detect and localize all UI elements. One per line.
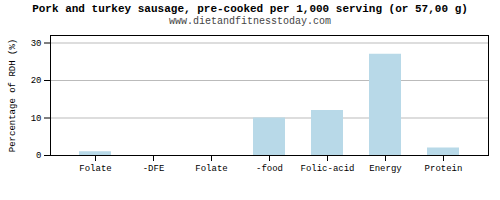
svg-text:Folic-acid: Folic-acid xyxy=(300,164,354,174)
svg-text:20: 20 xyxy=(31,76,42,86)
svg-text:Folate: Folate xyxy=(195,164,227,174)
svg-text:-food: -food xyxy=(256,164,283,174)
svg-text:-DFE: -DFE xyxy=(143,164,165,174)
svg-text:Folate: Folate xyxy=(79,164,111,174)
svg-text:Energy: Energy xyxy=(369,164,402,174)
svg-text:30: 30 xyxy=(31,39,42,49)
svg-text:Protein: Protein xyxy=(425,164,463,174)
svg-text:0: 0 xyxy=(36,151,41,161)
svg-text:Percentage of RDH (%): Percentage of RDH (%) xyxy=(8,39,18,152)
html-text:www.dietandfitnesstoday.com: www.dietandfitnesstoday.com xyxy=(169,16,331,27)
html-text:Pork and turkey sausage, pre-c: Pork and turkey sausage, pre-cooked per … xyxy=(32,3,468,15)
svg-text:10: 10 xyxy=(31,114,42,124)
